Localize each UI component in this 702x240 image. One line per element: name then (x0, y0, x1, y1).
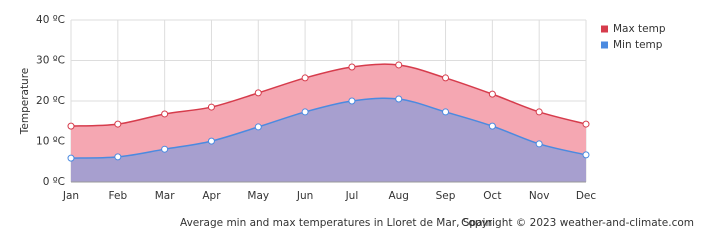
y-tick-label: 30 ºC (36, 55, 65, 67)
point (535, 108, 543, 116)
point (442, 108, 450, 116)
x-tick-label: Mar (155, 190, 175, 202)
chart: Temperature Average min and max temperat… (19, 14, 694, 229)
source: Copyright © 2023 weather-and-climate.com (461, 217, 694, 229)
point (442, 74, 450, 82)
point (488, 122, 496, 130)
legend-swatch (601, 41, 608, 49)
line (70, 97, 587, 159)
point (488, 90, 496, 98)
x-tick-label: Dec (576, 190, 597, 202)
point (161, 110, 169, 118)
point (348, 97, 356, 105)
legend-label: Min temp (613, 39, 663, 51)
point (395, 95, 403, 103)
y-tick-label: 20 ºC (36, 95, 65, 107)
x-tick-label: Jan (62, 190, 79, 202)
x-tick-label: Apr (202, 190, 221, 202)
x-tick-label: Jun (296, 190, 313, 202)
line (70, 63, 587, 127)
x-tick-label: Feb (109, 190, 128, 202)
point (301, 108, 309, 116)
point (67, 122, 75, 130)
y-tick-label: 40 ºC (36, 14, 65, 26)
point (582, 151, 590, 159)
point (348, 63, 356, 71)
legend-label: Max temp (613, 23, 666, 35)
area-fill (71, 98, 586, 182)
point (301, 74, 309, 82)
point (67, 154, 75, 162)
point (535, 140, 543, 148)
x-tick-label: Jul (345, 190, 359, 202)
x-tick-label: Nov (529, 190, 550, 202)
point (254, 89, 262, 97)
x-tick-label: May (247, 190, 269, 202)
point (207, 137, 215, 145)
chart-title: Average min and max temperatures in Llor… (180, 217, 492, 229)
x-tick-label: Sep (436, 190, 456, 202)
point (582, 120, 590, 128)
legend-swatch (601, 25, 608, 33)
y-tick-label: 0 ºC (43, 176, 65, 188)
y-axis-label: Temperature (19, 68, 31, 136)
point (114, 153, 122, 161)
point (254, 123, 262, 131)
point (207, 103, 215, 111)
point (114, 120, 122, 128)
x-tick-label: Oct (483, 190, 501, 202)
x-tick-label: Aug (388, 190, 409, 202)
point (395, 61, 403, 69)
point (161, 145, 169, 153)
y-tick-label: 10 ºC (36, 136, 65, 148)
